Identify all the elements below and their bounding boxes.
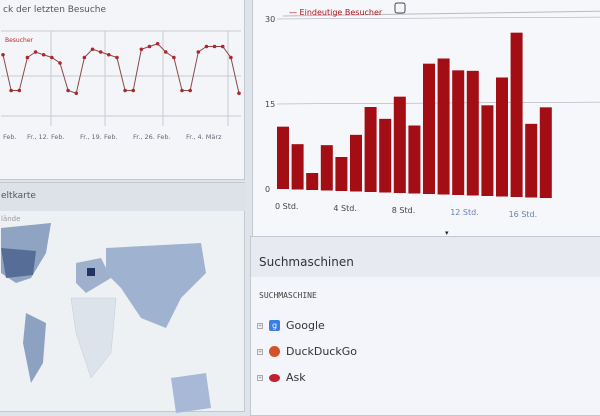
bar	[379, 118, 392, 193]
y-tick-label: 15	[265, 100, 275, 109]
map-asia	[106, 243, 206, 328]
data-point	[131, 88, 136, 93]
data-point	[17, 88, 22, 93]
data-point	[147, 44, 152, 49]
data-point	[1, 52, 5, 57]
search-engines-panel: Suchmaschinen SUCHMASCHINE + g Google + Duc…	[250, 236, 600, 416]
bar	[496, 77, 508, 197]
bar	[437, 58, 450, 195]
expand-icon[interactable]: +	[257, 348, 263, 355]
data-point	[163, 50, 168, 54]
bar	[291, 144, 304, 190]
item-label: DuckDuckGo	[286, 345, 357, 358]
column-header[interactable]: SUCHMASCHINE	[259, 291, 317, 300]
x-tick-label: 12 Std.	[450, 208, 479, 217]
world-map-panel: eltkarte lände	[0, 182, 246, 413]
legend-label: Besucher	[5, 37, 34, 44]
data-point	[66, 88, 70, 93]
bar	[423, 63, 435, 195]
data-point	[204, 44, 209, 49]
list-item[interactable]: + g Google	[257, 319, 325, 332]
data-point	[50, 55, 54, 60]
line-series	[2, 43, 240, 94]
bar	[466, 70, 479, 196]
bar	[510, 32, 523, 197]
data-point	[90, 47, 95, 52]
bar	[539, 107, 552, 198]
x-tick-label: 8 Std.	[392, 206, 415, 215]
map-germany	[87, 268, 95, 276]
data-point	[172, 55, 176, 60]
bar	[306, 173, 319, 190]
x-tick-label: Fr., 4. März	[186, 133, 222, 141]
bar	[452, 70, 465, 195]
bar	[393, 96, 406, 193]
expand-icon[interactable]: +	[257, 374, 263, 381]
data-point	[82, 55, 87, 60]
x-tick-label: Fr., 19. Feb.	[80, 133, 118, 141]
data-point	[155, 41, 160, 46]
gridline	[276, 16, 600, 20]
x-tick-label: 16 Std.	[509, 210, 538, 219]
legend-label: — Eindeutige Besucher	[289, 8, 383, 17]
map-australia	[171, 373, 211, 413]
data-point	[106, 52, 111, 57]
legend-divider	[282, 10, 600, 17]
x-tick-label: Feb.	[3, 133, 17, 141]
data-point	[33, 50, 38, 54]
bar	[335, 157, 348, 191]
data-point	[25, 55, 30, 60]
map-south-america	[23, 313, 46, 383]
item-label: Google	[286, 319, 325, 332]
data-point	[58, 61, 62, 65]
data-point	[229, 55, 233, 60]
y-tick-label: 30	[265, 15, 275, 24]
bar	[277, 126, 289, 189]
data-point	[123, 88, 127, 93]
x-tick-label: 0 Std.	[275, 202, 298, 211]
list-item[interactable]: + DuckDuckGo	[257, 345, 357, 358]
bar	[525, 123, 538, 198]
duckduckgo-icon	[269, 346, 280, 357]
data-point	[212, 44, 217, 49]
y-tick-label: 0	[265, 185, 270, 194]
bar	[320, 145, 333, 191]
map-subtitle: lände	[1, 215, 21, 223]
data-point	[98, 50, 103, 54]
data-point	[196, 50, 201, 54]
list-item[interactable]: + Ask	[257, 371, 306, 384]
line-chart-panel: ck der letzten Besuche Besucher Feb. Fr., …	[0, 0, 245, 180]
data-point	[115, 55, 119, 60]
search-panel-title: Suchmaschinen	[259, 255, 354, 269]
x-tick-label: Fr., 12. Feb.	[27, 133, 65, 141]
x-tick-label: 4 Std.	[333, 204, 356, 213]
data-point	[180, 88, 184, 93]
data-point	[237, 91, 241, 96]
world-map[interactable]	[0, 183, 246, 413]
line-chart: Besucher Feb. Fr., 12. Feb. Fr., 19. Feb. Fr…	[1, 30, 241, 141]
map-panel-title: eltkarte	[1, 191, 36, 201]
expand-icon[interactable]: +	[257, 322, 263, 329]
bar	[364, 107, 377, 192]
bar	[481, 105, 494, 196]
data-point	[9, 88, 13, 93]
ask-icon	[269, 373, 280, 382]
line-panel-title: ck der letzten Besuche	[3, 5, 107, 15]
map-africa	[70, 297, 117, 379]
data-point	[74, 91, 79, 96]
bar	[350, 134, 362, 192]
bar	[408, 125, 421, 194]
data-point	[139, 47, 144, 52]
bar-chart: — Eindeutige Besucher 0 15 30 0 Std. 4 Std. 8 …	[265, 2, 600, 237]
data-point	[188, 88, 192, 93]
data-point	[41, 52, 46, 57]
map-usa	[1, 248, 36, 278]
bar-chart-panel: — Eindeutige Besucher 0 15 30 0 Std. 4 Std. 8 …	[252, 0, 600, 240]
item-label: Ask	[286, 371, 306, 384]
data-point	[220, 44, 225, 49]
google-icon: g	[269, 320, 280, 331]
x-tick-label: Fr., 26. Feb.	[133, 133, 171, 141]
collapse-arrow-icon: ▾	[445, 229, 449, 237]
export-icon	[394, 2, 406, 14]
